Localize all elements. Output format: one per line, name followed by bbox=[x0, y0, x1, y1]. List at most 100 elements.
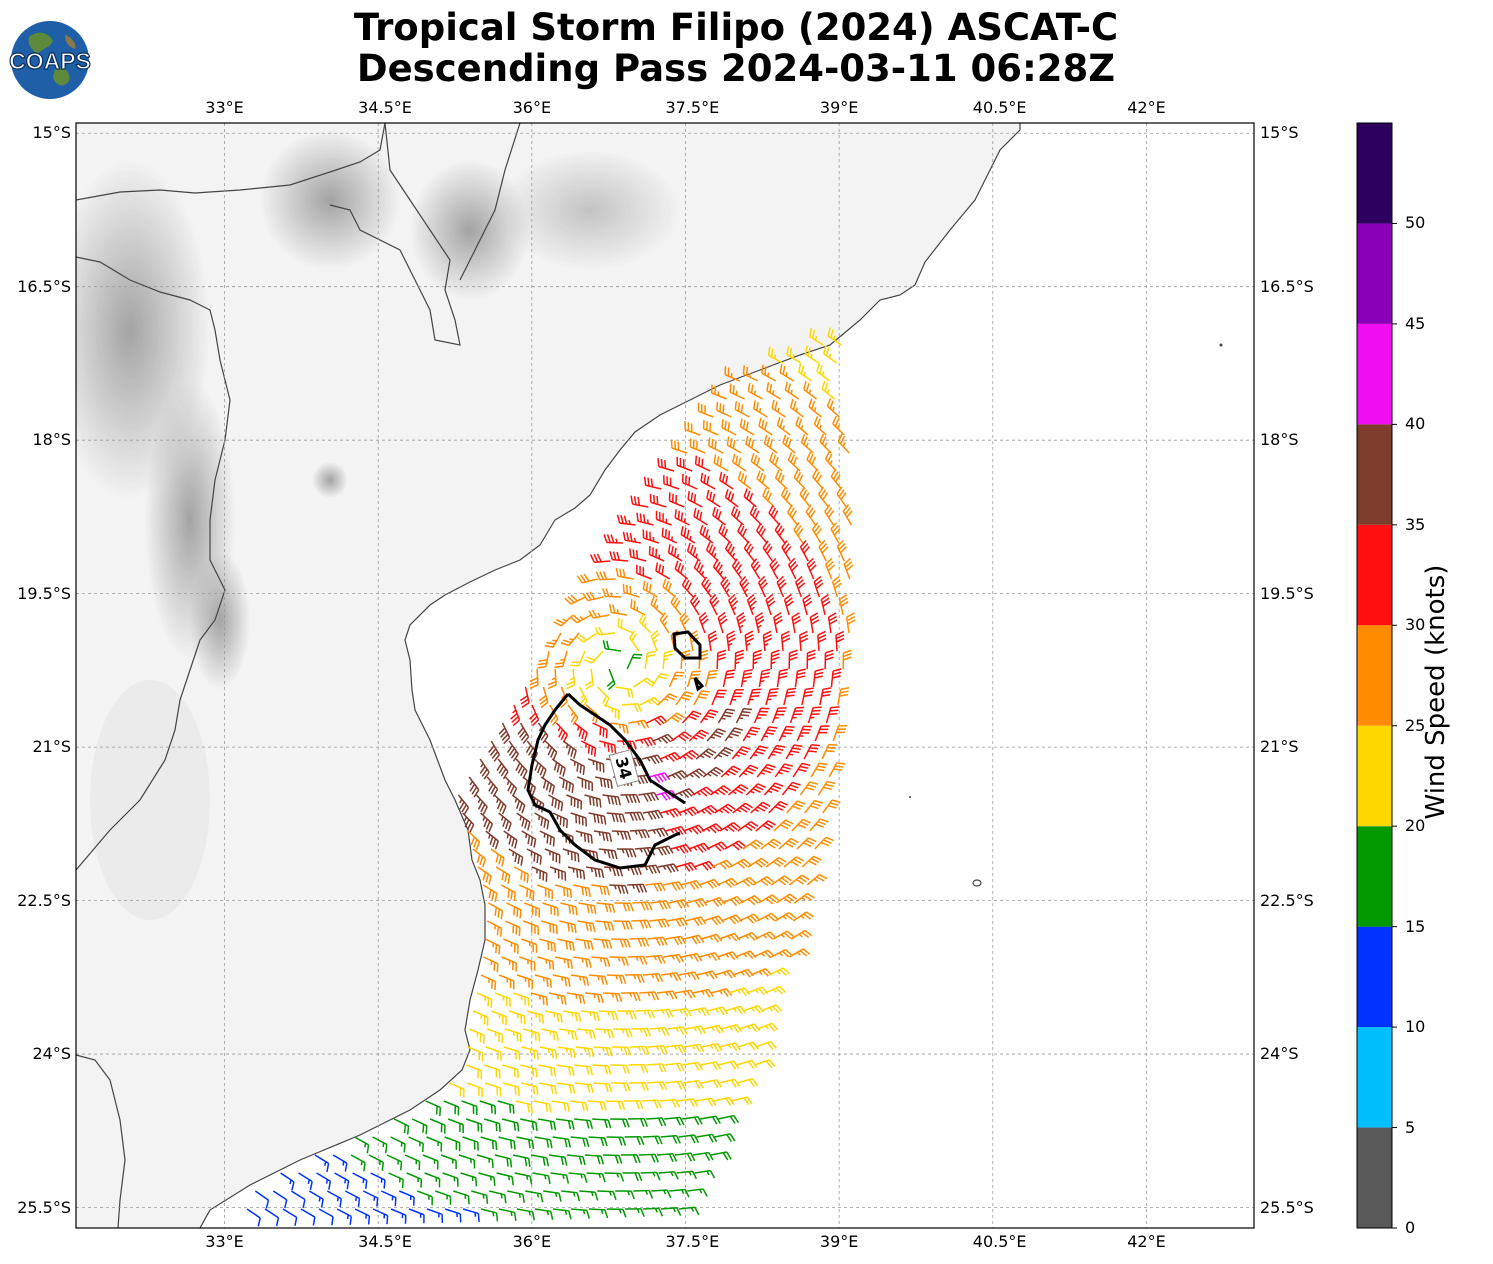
wind-barb bbox=[740, 895, 762, 906]
wind-barb bbox=[608, 603, 628, 616]
wind-barb bbox=[308, 1190, 324, 1208]
wind-barb bbox=[687, 490, 703, 508]
wind-barb bbox=[647, 1045, 668, 1055]
wind-barb bbox=[606, 1136, 627, 1146]
wind-barb bbox=[638, 613, 652, 634]
wind-barb bbox=[442, 1172, 459, 1187]
wind-barb bbox=[562, 740, 577, 759]
wind-barb bbox=[314, 1154, 330, 1172]
wind-barb bbox=[542, 902, 559, 917]
wind-barb bbox=[739, 575, 750, 598]
wind-barb bbox=[722, 669, 736, 688]
wind-barb bbox=[789, 948, 811, 958]
wind-barb bbox=[825, 557, 836, 580]
wind-barb bbox=[765, 593, 776, 616]
wind-barb bbox=[638, 1153, 660, 1163]
wind-barb bbox=[444, 1208, 462, 1223]
wind-barb bbox=[526, 848, 542, 865]
wind-barb bbox=[670, 594, 682, 616]
wind-barb bbox=[566, 1154, 586, 1166]
wind-barb bbox=[591, 884, 610, 896]
wind-barb bbox=[787, 451, 801, 472]
wind-barb bbox=[774, 522, 786, 544]
wind-barb bbox=[822, 345, 838, 364]
wind-barb bbox=[326, 1190, 343, 1208]
wind-barb bbox=[670, 731, 692, 742]
wind-barb bbox=[771, 948, 793, 958]
wind-barb bbox=[506, 740, 519, 762]
wind-barb bbox=[780, 487, 793, 508]
wind-barb bbox=[592, 1064, 612, 1075]
wind-barb bbox=[767, 744, 786, 760]
wind-barb bbox=[667, 1026, 688, 1036]
wind-barb bbox=[681, 879, 703, 890]
wind-barb bbox=[804, 799, 824, 814]
wind-barb bbox=[649, 493, 667, 508]
wind-barb bbox=[480, 1208, 499, 1222]
wind-barb bbox=[264, 1208, 280, 1227]
wind-barb bbox=[827, 327, 842, 346]
colorbar-tick-label: 45 bbox=[1405, 313, 1426, 333]
wind-barb bbox=[587, 758, 605, 773]
wind-barb bbox=[712, 558, 725, 580]
wind-barb bbox=[587, 1100, 607, 1111]
wind-barb bbox=[686, 670, 701, 688]
lon-tick-label-bottom: 42°E bbox=[1127, 1232, 1166, 1251]
wind-barb bbox=[678, 1134, 700, 1144]
wind-barb bbox=[480, 974, 497, 991]
wind-barb bbox=[758, 894, 780, 905]
wind-barb bbox=[539, 938, 557, 953]
wind-barb bbox=[606, 668, 616, 691]
wind-barb bbox=[786, 504, 799, 526]
wind-barb bbox=[489, 1190, 507, 1204]
wind-barb bbox=[472, 1010, 489, 1026]
wind-barb bbox=[731, 558, 743, 580]
wind-barb bbox=[794, 668, 806, 688]
wind-barb bbox=[747, 382, 763, 400]
wind-barb bbox=[582, 591, 604, 602]
wind-barb bbox=[675, 861, 698, 872]
wind-barb bbox=[659, 612, 670, 634]
wind-barb bbox=[670, 439, 688, 454]
wind-barb bbox=[576, 776, 593, 792]
wind-barb bbox=[763, 782, 784, 796]
wind-barb bbox=[742, 726, 761, 742]
wind-barb bbox=[701, 823, 723, 834]
wind-barb bbox=[567, 704, 579, 726]
wind-barb bbox=[453, 1190, 470, 1205]
wind-barb bbox=[776, 417, 791, 436]
wind-barb bbox=[830, 468, 842, 490]
wind-barb bbox=[660, 1207, 682, 1216]
wind-barb bbox=[354, 1136, 370, 1154]
wind-barb bbox=[779, 364, 795, 382]
wind-barb bbox=[650, 900, 671, 910]
wind-barb bbox=[537, 956, 555, 970]
wind-barb bbox=[664, 1062, 685, 1072]
wind-barb bbox=[657, 693, 678, 706]
wind-barb bbox=[796, 837, 817, 850]
wind-barb bbox=[846, 612, 856, 634]
wind-barb bbox=[818, 486, 829, 508]
wind-barb bbox=[768, 505, 781, 526]
wind-barb bbox=[530, 992, 549, 1006]
wind-barb bbox=[488, 902, 504, 920]
wind-barb bbox=[555, 956, 574, 969]
logo-text: COAPS bbox=[9, 48, 91, 74]
lon-tick-label-top: 37.5°E bbox=[665, 98, 720, 117]
wind-barb bbox=[824, 504, 835, 526]
wind-barb bbox=[753, 707, 770, 724]
colorbar-label: Wind Speed (knots) bbox=[1421, 564, 1451, 820]
wind-barb bbox=[498, 1208, 517, 1222]
wind-barb bbox=[843, 557, 854, 580]
wind-barb bbox=[622, 531, 641, 544]
wind-barb bbox=[544, 1010, 563, 1023]
wind-barb bbox=[646, 1117, 667, 1127]
wind-barb bbox=[593, 1046, 613, 1057]
wind-barb bbox=[581, 1010, 600, 1022]
wind-barb bbox=[478, 1172, 496, 1186]
wind-barb bbox=[727, 784, 749, 796]
wind-barb bbox=[729, 689, 744, 706]
wind-barb bbox=[568, 1172, 588, 1184]
wind-barb bbox=[714, 803, 736, 814]
wind-barb bbox=[486, 1028, 504, 1043]
